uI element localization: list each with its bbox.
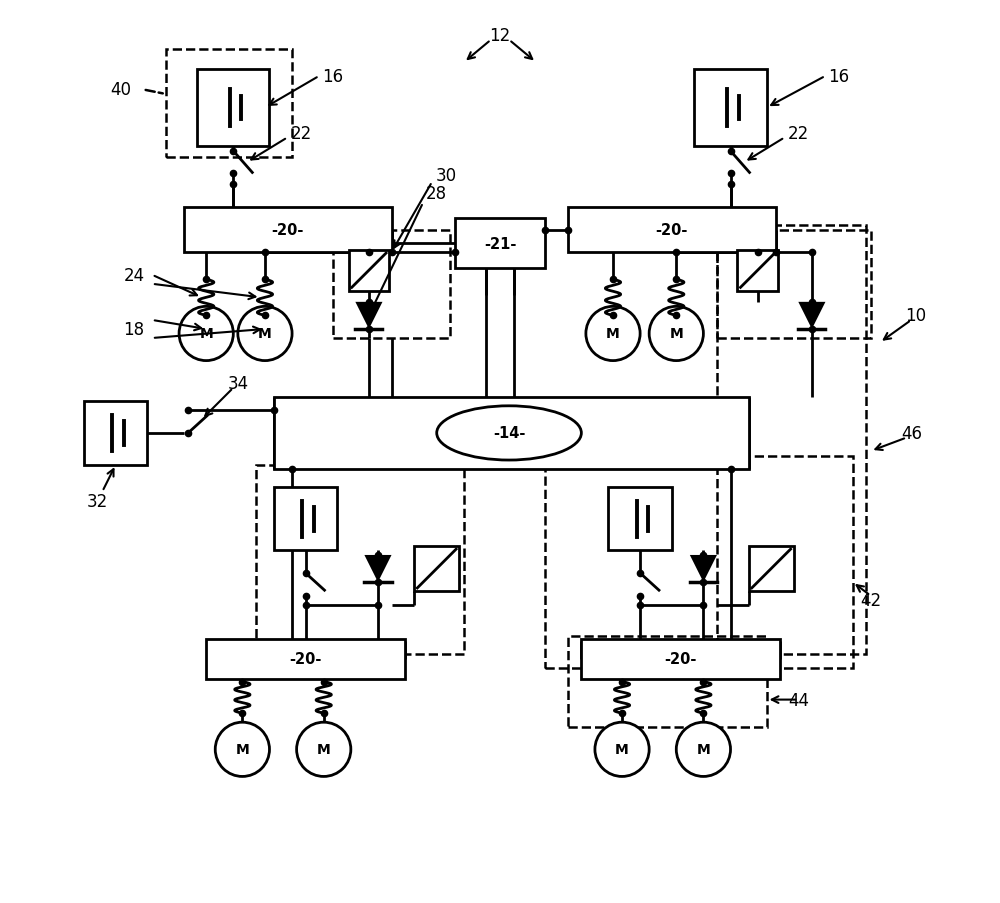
- Text: M: M: [669, 327, 683, 341]
- Text: 44: 44: [788, 691, 809, 709]
- Bar: [197, 70, 269, 146]
- Polygon shape: [355, 303, 382, 330]
- Text: 40: 40: [110, 81, 131, 99]
- Text: -20-: -20-: [656, 223, 688, 237]
- Ellipse shape: [437, 406, 581, 461]
- Text: -20-: -20-: [289, 652, 322, 666]
- Bar: [274, 488, 337, 551]
- Bar: [84, 402, 147, 465]
- Circle shape: [297, 722, 351, 777]
- Bar: [717, 230, 871, 339]
- Text: 22: 22: [788, 125, 809, 143]
- Circle shape: [676, 722, 731, 777]
- Text: 18: 18: [123, 321, 144, 339]
- Circle shape: [649, 307, 703, 361]
- Text: 28: 28: [426, 185, 447, 203]
- Bar: [568, 637, 767, 727]
- Text: 12: 12: [489, 27, 511, 45]
- Text: 16: 16: [828, 68, 850, 86]
- Polygon shape: [798, 303, 825, 330]
- Bar: [166, 50, 292, 158]
- Text: -20-: -20-: [665, 652, 697, 666]
- Text: 30: 30: [435, 167, 456, 185]
- Text: 24: 24: [123, 266, 144, 284]
- Text: M: M: [697, 742, 710, 757]
- Bar: [717, 226, 866, 655]
- Bar: [455, 219, 545, 269]
- Text: 22: 22: [290, 125, 312, 143]
- Bar: [333, 230, 450, 339]
- Text: M: M: [258, 327, 272, 341]
- Text: -14-: -14-: [493, 426, 525, 441]
- Text: -20-: -20-: [271, 223, 304, 237]
- Bar: [694, 70, 767, 146]
- Bar: [184, 208, 392, 253]
- Bar: [414, 546, 459, 591]
- Bar: [749, 546, 794, 591]
- Text: 34: 34: [227, 375, 248, 393]
- Polygon shape: [690, 555, 717, 582]
- Text: M: M: [606, 327, 620, 341]
- Bar: [206, 639, 405, 679]
- Bar: [581, 639, 780, 679]
- Text: M: M: [199, 327, 213, 341]
- Text: M: M: [235, 742, 249, 757]
- Circle shape: [179, 307, 233, 361]
- Circle shape: [215, 722, 269, 777]
- Text: 42: 42: [860, 591, 881, 610]
- Polygon shape: [364, 555, 392, 582]
- Text: M: M: [615, 742, 629, 757]
- Bar: [274, 397, 749, 470]
- Bar: [349, 250, 389, 291]
- Circle shape: [238, 307, 292, 361]
- Bar: [608, 488, 672, 551]
- Circle shape: [586, 307, 640, 361]
- Text: 10: 10: [905, 307, 926, 325]
- Text: 46: 46: [901, 424, 922, 442]
- Bar: [568, 208, 776, 253]
- Text: -21-: -21-: [484, 237, 516, 251]
- Text: 32: 32: [87, 492, 108, 510]
- Bar: [545, 456, 853, 668]
- Text: 16: 16: [322, 68, 343, 86]
- Circle shape: [595, 722, 649, 777]
- Text: M: M: [317, 742, 331, 757]
- Bar: [737, 250, 778, 291]
- Bar: [256, 465, 464, 655]
